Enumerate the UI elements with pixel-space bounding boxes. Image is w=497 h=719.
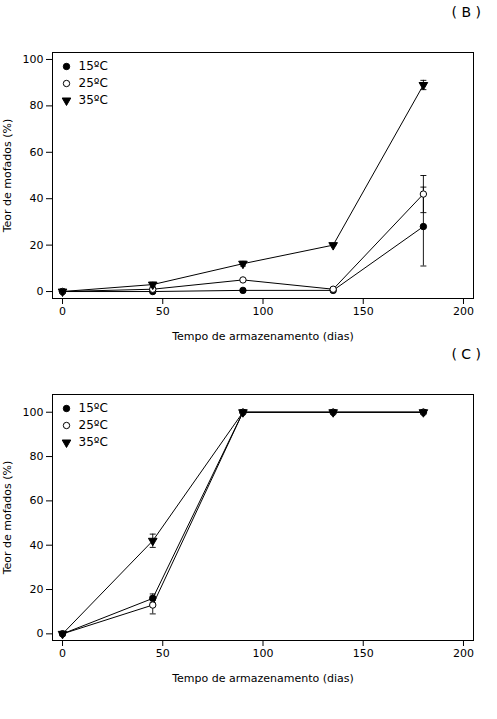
svg-text:50: 50 (156, 305, 170, 318)
svg-text:100: 100 (23, 53, 44, 66)
svg-text:40: 40 (30, 539, 44, 552)
svg-text:20: 20 (30, 583, 44, 596)
svg-text:100: 100 (253, 305, 274, 318)
svg-text:Tempo de armazenamento (dias): Tempo de armazenamento (dias) (171, 330, 354, 343)
svg-text:40: 40 (30, 192, 44, 205)
svg-text:80: 80 (30, 450, 44, 463)
svg-text:150: 150 (353, 305, 374, 318)
svg-text:Tempo de armazenamento (dias): Tempo de armazenamento (dias) (171, 672, 354, 685)
svg-text:Teor de mofados (%): Teor de mofados (%) (1, 119, 14, 234)
svg-text:60: 60 (30, 146, 44, 159)
svg-text:0: 0 (37, 285, 44, 298)
svg-text:0: 0 (59, 305, 66, 318)
svg-text:25ºC: 25ºC (79, 418, 108, 432)
svg-text:200: 200 (453, 305, 474, 318)
svg-text:25ºC: 25ºC (79, 76, 108, 90)
svg-text:150: 150 (353, 647, 374, 660)
svg-text:15ºC: 15ºC (79, 59, 108, 73)
html-text:( B ): ( B ) (451, 4, 481, 20)
html-text:( C ): ( C ) (451, 346, 481, 362)
svg-text:50: 50 (156, 647, 170, 660)
svg-text:80: 80 (30, 99, 44, 112)
svg-text:Teor de mofados (%): Teor de mofados (%) (1, 461, 14, 576)
svg-text:20: 20 (30, 239, 44, 252)
svg-text:0: 0 (59, 647, 66, 660)
svg-text:15ºC: 15ºC (79, 401, 108, 415)
svg-text:35ºC: 35ºC (79, 435, 108, 449)
svg-text:200: 200 (453, 647, 474, 660)
svg-text:35ºC: 35ºC (79, 93, 108, 107)
svg-text:60: 60 (30, 494, 44, 507)
svg-text:0: 0 (37, 627, 44, 640)
svg-text:100: 100 (23, 406, 44, 419)
svg-text:100: 100 (253, 647, 274, 660)
